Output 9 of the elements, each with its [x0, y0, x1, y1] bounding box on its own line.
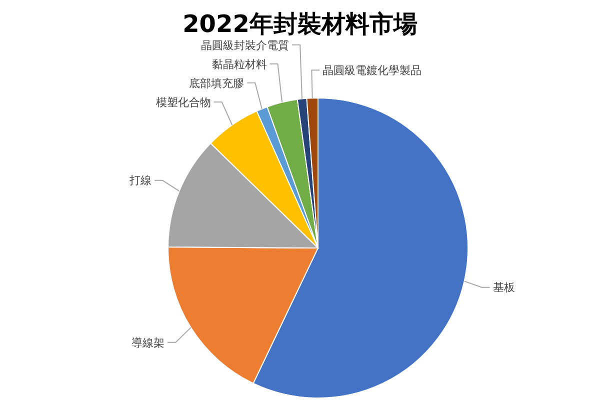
slice-label: 打線	[128, 174, 152, 188]
slice-label: 模塑化合物	[156, 96, 211, 109]
slice-label: 基板	[492, 281, 515, 294]
slice-label: 晶圓級封裝介電質	[201, 38, 290, 52]
slice-label: 晶圓級電鍍化學製品	[322, 64, 422, 77]
slice-label: 底部填充膠	[189, 76, 244, 90]
slice-label: 導線架	[132, 336, 165, 350]
chart-title: 2022年封裝材料市場	[182, 10, 418, 38]
slice-label: 黏晶粒材料	[212, 58, 267, 71]
